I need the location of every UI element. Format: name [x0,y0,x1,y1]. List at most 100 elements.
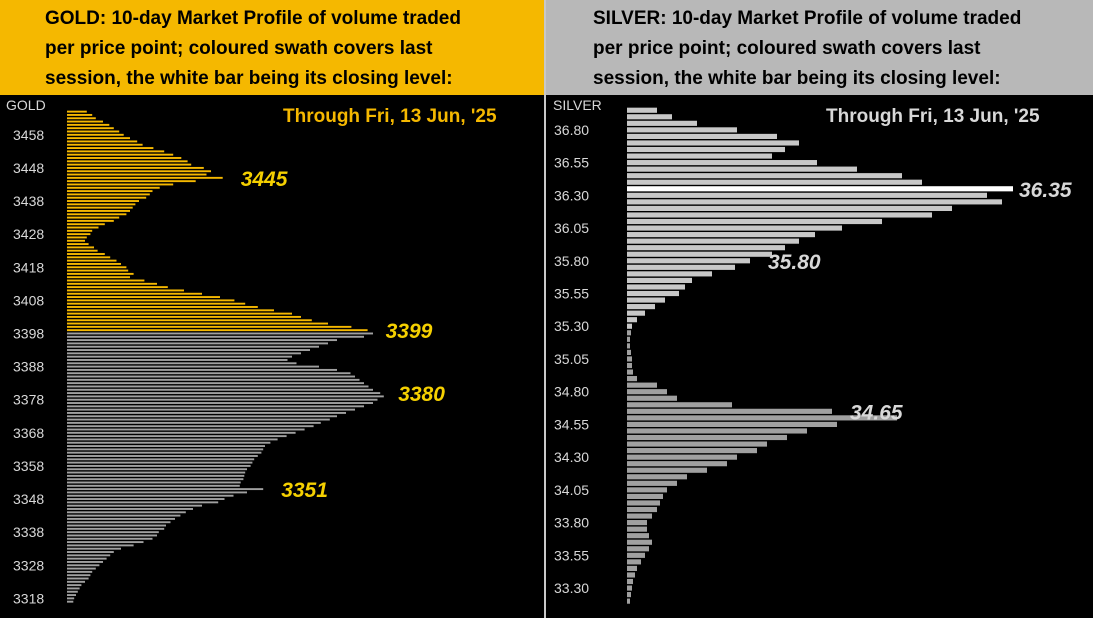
profile-bar [627,205,952,211]
profile-bar [67,203,136,206]
profile-bar [67,501,219,504]
profile-bar [67,266,127,269]
profile-bar [627,212,932,218]
profile-bar [67,584,82,587]
profile-bar [627,277,692,283]
profile-bar [67,511,186,514]
profile-bar [627,133,777,139]
profile-bar [67,239,85,242]
silver-subtitle: Through Fri, 13 Jun, '25 [826,106,1040,127]
profile-bar [67,388,373,391]
y-tick-label: 3368 [13,425,44,441]
profile-bar [67,455,258,457]
profile-bar [67,508,193,510]
profile-bar [67,180,196,183]
profile-bar [67,137,130,140]
profile-bar [627,493,663,499]
profile-bar [627,362,632,369]
profile-bar [67,123,110,126]
profile-bar [67,345,319,348]
profile-bar [67,130,120,133]
profile-bar [67,415,337,418]
gold-title-line-2: per price point; coloured swath covers l… [45,38,433,59]
profile-bar [67,279,145,282]
profile-bar [627,146,785,153]
y-tick-label: 3348 [13,491,44,507]
profile-bar [67,233,91,236]
y-tick-label: 35.30 [554,318,589,334]
profile-bar [67,428,305,431]
profile-bar [67,597,75,600]
profile-bar [67,365,319,368]
y-tick-label: 3418 [13,259,44,275]
profile-bar [627,160,817,166]
profile-bar [67,484,240,487]
price-annotation: 34.65 [850,401,903,424]
profile-bar [627,251,772,257]
price-annotation: 36.35 [1019,179,1072,202]
y-tick-label: 3318 [13,590,44,606]
profile-bar [67,329,368,332]
profile-bar [67,309,274,312]
profile-bar [67,322,328,325]
profile-bar [67,368,337,371]
profile-bar [67,147,154,149]
profile-bar [67,378,360,381]
profile-bar [627,179,922,185]
profile-bar [627,238,799,244]
y-tick-label: 35.80 [554,253,589,269]
profile-bar [627,480,677,486]
profile-bar [67,216,120,219]
price-annotation: 3445 [241,168,288,191]
profile-bar [67,574,91,577]
profile-bar [627,290,679,297]
profile-bar [67,372,351,375]
y-tick-label: 34.80 [554,384,589,400]
profile-bar [67,259,117,262]
profile-bar [627,349,631,355]
profile-bar [67,186,160,189]
profile-bar [67,580,85,583]
silver-title-line-2: per price point; coloured swath covers l… [593,38,981,59]
profile-bar [627,565,637,571]
silver-chart-title: SILVER: 10-day Market Profile of volume … [546,0,1093,95]
y-tick-label: 3438 [13,193,44,209]
profile-bar [627,526,647,532]
y-tick-label: 33.30 [554,580,589,596]
profile-bar [67,272,134,275]
profile-bar [67,375,355,378]
profile-bar [627,520,647,526]
profile-bar [67,253,105,255]
profile-bar [67,213,127,216]
profile-bar [67,438,278,441]
profile-bar [67,206,133,209]
y-tick-label: 35.55 [554,286,589,302]
gold-panel: GOLD: 10-day Market Profile of volume tr… [0,0,544,618]
profile-bar [67,319,312,322]
profile-bar [67,464,251,467]
profile-bar [627,166,857,172]
profile-bar [67,183,174,186]
profile-bar [627,192,987,198]
profile-bar [67,425,314,428]
y-tick-label: 36.55 [554,155,589,171]
profile-bar [627,559,641,565]
profile-bar [627,264,735,270]
profile-bar [627,454,737,460]
profile-bar [67,445,265,448]
profile-bar [67,408,355,411]
y-tick-label: 3328 [13,557,44,573]
gold-subtitle: Through Fri, 13 Jun, '25 [283,106,497,127]
profile-bar [627,245,785,251]
profile-bar [67,488,264,491]
profile-bar [627,467,707,473]
profile-bar [67,289,184,292]
profile-bar [627,120,697,126]
profile-bar [67,190,153,193]
profile-bar [67,236,87,239]
profile-bar [627,513,652,519]
silver-title-line-3: session, the white bar being its closing… [593,68,1001,89]
profile-bar [67,196,147,199]
profile-bar [627,186,1013,192]
profile-bar [67,441,271,444]
